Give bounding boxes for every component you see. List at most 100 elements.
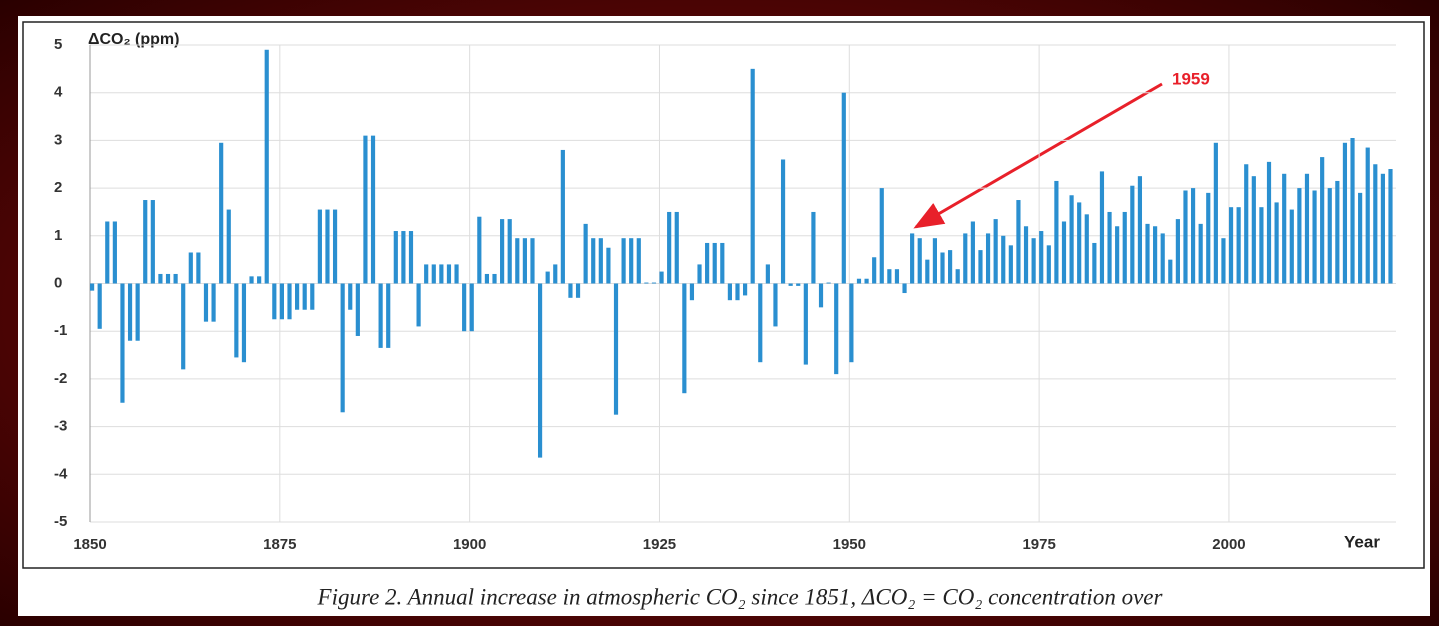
bar <box>492 273 497 284</box>
bar <box>424 264 429 284</box>
bar <box>575 283 581 298</box>
bar <box>1236 207 1241 284</box>
bar <box>249 276 254 284</box>
bar <box>127 283 133 341</box>
bar <box>272 283 277 320</box>
bar <box>849 283 854 363</box>
bar <box>1092 242 1097 284</box>
bar <box>340 283 345 413</box>
bar <box>257 276 262 284</box>
bar <box>674 211 679 284</box>
bar <box>1084 214 1089 284</box>
bar <box>1016 200 1021 284</box>
bar <box>1289 209 1294 284</box>
y-tick-label: -5 <box>54 513 67 530</box>
y-tick-label: -2 <box>54 370 67 387</box>
bar <box>948 250 953 284</box>
bar <box>393 231 398 284</box>
bar <box>1008 245 1013 284</box>
bar <box>583 223 588 284</box>
y-tick-label: 2 <box>54 179 62 196</box>
bar <box>1107 211 1112 284</box>
bar <box>165 273 171 284</box>
bar <box>651 282 657 284</box>
bar <box>446 264 452 284</box>
bar <box>522 238 527 284</box>
bar <box>667 211 672 284</box>
bar <box>591 238 596 284</box>
bar <box>454 264 459 284</box>
bar <box>1373 164 1378 284</box>
bar <box>735 283 740 301</box>
y-tick-label: -4 <box>54 465 68 482</box>
bar <box>826 282 831 284</box>
bar <box>560 149 565 284</box>
plot-area: -5 -4 -3 -2 -1 0 1 2 3 4 5 1850 1875 1900 1925 1950 1975… <box>54 36 1396 553</box>
x-tick-label: 1950 <box>833 536 866 553</box>
bar <box>507 219 512 284</box>
bar <box>439 264 444 284</box>
caption: Figure 2. Annual increase in atmospheric… <box>317 584 1164 609</box>
bar <box>173 273 178 284</box>
bar <box>1153 226 1158 284</box>
bar <box>1183 190 1188 284</box>
bar <box>530 238 535 284</box>
bar <box>1130 185 1135 284</box>
bar <box>1251 176 1256 284</box>
bar <box>241 283 247 363</box>
bar <box>636 238 641 284</box>
bar <box>985 233 991 284</box>
bar <box>112 221 117 284</box>
x-tick-label: 2000 <box>1212 536 1245 553</box>
bar <box>264 49 269 284</box>
bar <box>317 209 322 284</box>
bar <box>545 271 550 284</box>
bar <box>1054 180 1059 284</box>
bar <box>203 283 209 322</box>
bar <box>469 283 474 332</box>
bar <box>1312 190 1317 284</box>
bar <box>1160 233 1165 284</box>
bar <box>705 242 710 284</box>
bar <box>1327 188 1332 284</box>
bar <box>401 231 406 284</box>
bar <box>963 233 968 284</box>
bar <box>484 273 490 284</box>
x-axis-label: Year <box>1344 532 1380 551</box>
bar <box>431 264 436 284</box>
bar <box>1350 138 1355 284</box>
bar <box>477 216 482 284</box>
bar <box>803 283 808 365</box>
bar <box>1175 219 1180 284</box>
bar <box>1266 161 1272 284</box>
bar <box>932 238 938 284</box>
bar <box>226 209 231 284</box>
bar <box>788 283 793 286</box>
bar <box>1061 221 1067 284</box>
bar <box>697 264 702 284</box>
bar <box>1380 173 1385 284</box>
bar <box>1137 176 1143 284</box>
bar <box>887 269 892 284</box>
bar <box>818 283 824 308</box>
bar <box>758 283 763 363</box>
bar <box>689 283 695 301</box>
bar <box>1122 211 1127 284</box>
bar <box>90 283 95 291</box>
bar <box>644 282 649 284</box>
bar <box>135 283 140 341</box>
bar <box>363 135 368 284</box>
bar <box>940 252 945 284</box>
bar <box>386 283 391 348</box>
bar <box>1168 259 1173 284</box>
bar <box>150 200 155 284</box>
bar <box>1358 192 1363 284</box>
bar <box>234 283 239 358</box>
bar <box>1031 238 1036 284</box>
bar <box>97 283 102 329</box>
y-tick-label: 4 <box>54 84 63 101</box>
bar <box>773 283 778 327</box>
x-tick-label: 1925 <box>643 536 676 553</box>
bar <box>1213 142 1218 284</box>
